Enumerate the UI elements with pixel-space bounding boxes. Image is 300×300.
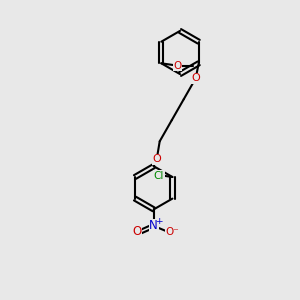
Text: O⁻: O⁻ [165,227,179,237]
Text: O: O [133,225,142,239]
Text: O: O [191,73,200,83]
Text: Cl: Cl [154,170,164,181]
Text: +: + [155,217,163,226]
Text: O: O [152,154,161,164]
Text: N: N [149,219,158,232]
Text: O: O [174,61,182,71]
